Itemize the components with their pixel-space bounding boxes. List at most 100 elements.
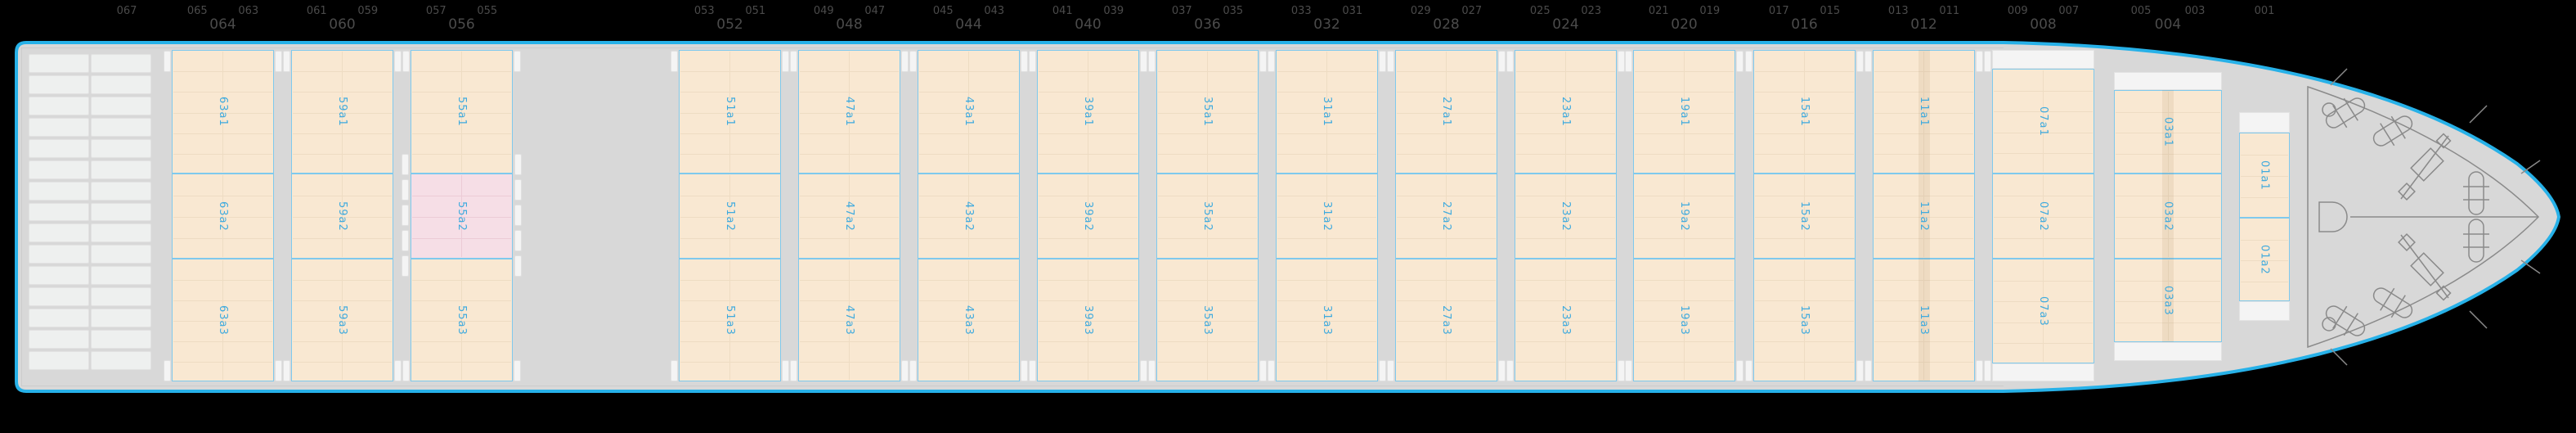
twenty-foot-divider-line <box>222 175 223 257</box>
bay-section-63a3[interactable]: 63a3 <box>172 259 274 381</box>
bay-section-63a2[interactable]: 63a2 <box>172 174 274 259</box>
bay-section-23a3[interactable]: 23a3 <box>1515 259 1617 381</box>
bay-number-label: 037 <box>1171 5 1192 17</box>
bay-number-label: 028 <box>1433 16 1460 33</box>
bay-section-59a2[interactable]: 59a2 <box>291 174 393 259</box>
bay-section-39a1[interactable]: 39a1 <box>1037 50 1139 174</box>
bay-section-51a3[interactable]: 51a3 <box>679 259 781 381</box>
bay-section-27a1[interactable]: 27a1 <box>1395 50 1497 174</box>
lashing-bridge-tab <box>901 51 909 72</box>
bay-section-55a3[interactable]: 55a3 <box>411 259 513 381</box>
twenty-foot-divider-line <box>2167 92 2169 172</box>
bay-section-label: 39a3 <box>1082 304 1094 336</box>
bay-section-label: 31a1 <box>1321 97 1333 127</box>
bay-section-label: 63a3 <box>217 304 229 336</box>
bay-section-label: 51a1 <box>724 97 736 127</box>
twenty-foot-divider-line <box>342 260 343 380</box>
bay-section-51a2[interactable]: 51a2 <box>679 174 781 259</box>
lashing-bridge-tab <box>782 360 789 381</box>
bay-number-label: 011 <box>1939 5 1960 17</box>
hatch-cover-cap <box>2239 301 2290 321</box>
bay-section-label: 07a1 <box>2037 106 2049 137</box>
stern-cell <box>91 245 151 264</box>
bay-section-label: 03a1 <box>2161 116 2174 147</box>
twenty-foot-divider-line <box>1684 260 1685 380</box>
row-grid-line <box>2241 197 2288 198</box>
bay-section-03a1[interactable]: 03a1 <box>2114 90 2222 174</box>
bay-section-43a3[interactable]: 43a3 <box>918 259 1020 381</box>
windlass-icon <box>2398 133 2452 201</box>
bay-47: 47a1 47a2 47a3 <box>798 50 900 381</box>
bay-section-35a2[interactable]: 35a2 <box>1156 174 1259 259</box>
bay-07: 07a1 07a2 07a3 <box>1992 50 2094 381</box>
bay-section-59a1[interactable]: 59a1 <box>291 50 393 174</box>
bay-section-35a1[interactable]: 35a1 <box>1156 50 1259 174</box>
bay-section-01a1[interactable]: 01a1 <box>2239 133 2290 218</box>
bay-section-47a1[interactable]: 47a1 <box>798 50 900 174</box>
bay-section-23a1[interactable]: 23a1 <box>1515 50 1617 174</box>
lashing-bridge-tab <box>514 179 522 201</box>
lashing-bridge-tab <box>1387 360 1394 381</box>
stern-cell <box>91 287 151 307</box>
lashing-bridge-tab <box>790 360 797 381</box>
stern-cell <box>29 309 89 328</box>
bay-51: 51a1 51a2 51a3 <box>679 50 781 381</box>
bay-section-35a3[interactable]: 35a3 <box>1156 259 1259 381</box>
bay-section-11a3[interactable]: 11a3 <box>1873 259 1975 381</box>
bay-section-39a3[interactable]: 39a3 <box>1037 259 1139 381</box>
bay-section-19a2[interactable]: 19a2 <box>1633 174 1735 259</box>
bay-section-23a2[interactable]: 23a2 <box>1515 174 1617 259</box>
twenty-foot-divider-line <box>342 52 343 172</box>
bay-section-63a1[interactable]: 63a1 <box>172 50 274 174</box>
bay-section-47a3[interactable]: 47a3 <box>798 259 900 381</box>
stern-cell <box>29 245 89 264</box>
bay-section-19a1[interactable]: 19a1 <box>1633 50 1735 174</box>
bay-section-15a1[interactable]: 15a1 <box>1753 50 1856 174</box>
bay-section-39a2[interactable]: 39a2 <box>1037 174 1139 259</box>
bay-section-label: 47a2 <box>843 201 855 232</box>
bay-section-03a3[interactable]: 03a3 <box>2114 259 2222 342</box>
twenty-foot-divider-line <box>2167 260 2169 341</box>
stern-cell <box>29 74 89 94</box>
bay-section-27a2[interactable]: 27a2 <box>1395 174 1497 259</box>
bay-number-label: 057 <box>425 5 447 17</box>
lashing-bridge-tab <box>1856 360 1864 381</box>
bay-section-15a2[interactable]: 15a2 <box>1753 174 1856 259</box>
lashing-bridge-tab <box>1021 360 1028 381</box>
bay-section-51a1[interactable]: 51a1 <box>679 50 781 174</box>
bay-section-label: 03a3 <box>2161 285 2174 316</box>
bay-number-label: 044 <box>955 16 982 33</box>
bay-section-11a1[interactable]: 11a1 <box>1873 50 1975 174</box>
bay-section-27a3[interactable]: 27a3 <box>1395 259 1497 381</box>
bay-section-59a3[interactable]: 59a3 <box>291 259 393 381</box>
bay-section-07a3[interactable]: 07a3 <box>1992 259 2094 363</box>
bay-section-43a1[interactable]: 43a1 <box>918 50 1020 174</box>
bay-section-03a2[interactable]: 03a2 <box>2114 174 2222 259</box>
bay-section-07a2[interactable]: 07a2 <box>1992 174 2094 259</box>
lashing-bridge-tab <box>909 51 917 72</box>
stern-cell <box>29 266 89 286</box>
lashing-bridge-tab <box>402 230 409 251</box>
bay-section-07a1[interactable]: 07a1 <box>1992 69 2094 174</box>
bay-section-label: 43a3 <box>963 304 975 336</box>
bay-section-47a2[interactable]: 47a2 <box>798 174 900 259</box>
bay-section-31a1[interactable]: 31a1 <box>1276 50 1378 174</box>
twenty-foot-divider-line <box>1326 52 1327 172</box>
bay-section-43a2[interactable]: 43a2 <box>918 174 1020 259</box>
bay-section-label: 23a1 <box>1560 97 1572 127</box>
twenty-foot-divider-line <box>1684 52 1685 172</box>
bay-section-55a2[interactable]: 55a2 <box>411 174 513 259</box>
lashing-bridge-tab <box>671 51 678 72</box>
lashing-bridge-tab <box>1021 51 1028 72</box>
stern-cell <box>91 54 151 73</box>
bay-section-31a3[interactable]: 31a3 <box>1276 259 1378 381</box>
hatch-cover-cap <box>2114 342 2222 361</box>
lashing-bridge-tab <box>402 154 409 175</box>
bay-section-01a2[interactable]: 01a2 <box>2239 218 2290 301</box>
lashing-bridge-tab <box>1029 360 1036 381</box>
bay-section-15a3[interactable]: 15a3 <box>1753 259 1856 381</box>
bay-section-19a3[interactable]: 19a3 <box>1633 259 1735 381</box>
bay-section-31a2[interactable]: 31a2 <box>1276 174 1378 259</box>
bay-section-11a2[interactable]: 11a2 <box>1873 174 1975 259</box>
bay-section-55a1[interactable]: 55a1 <box>411 50 513 174</box>
